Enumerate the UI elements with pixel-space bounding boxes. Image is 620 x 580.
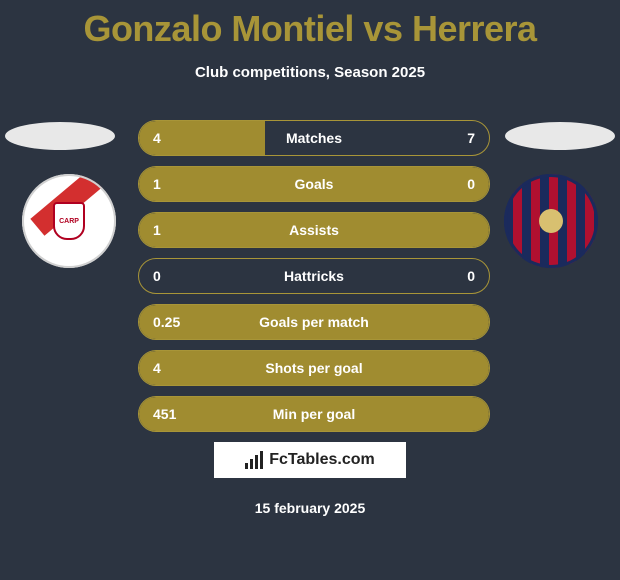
stat-row: 1Goals0	[138, 166, 490, 202]
stat-label: Goals	[139, 176, 489, 192]
bars-icon	[245, 451, 263, 469]
stat-label: Hattricks	[139, 268, 489, 284]
comparison-title: Gonzalo Montiel vs Herrera	[0, 0, 620, 50]
player-left-shadow	[5, 122, 115, 150]
stat-right-value: 0	[467, 268, 475, 284]
club-crest-left: CARP	[22, 174, 116, 268]
stat-label: Shots per goal	[139, 360, 489, 376]
stat-row: 1Assists	[138, 212, 490, 248]
player-right-shadow	[505, 122, 615, 150]
stat-row: 4Shots per goal	[138, 350, 490, 386]
club-badge-left: CARP	[53, 202, 85, 240]
stat-label: Assists	[139, 222, 489, 238]
snapshot-date: 15 february 2025	[0, 500, 620, 516]
brand-text: FcTables.com	[269, 451, 375, 469]
stat-right-value: 0	[467, 176, 475, 192]
stat-right-value: 7	[467, 130, 475, 146]
stats-table: 4Matches71Goals01Assists0Hattricks00.25G…	[138, 120, 490, 442]
stat-row: 0.25Goals per match	[138, 304, 490, 340]
stat-row: 0Hattricks0	[138, 258, 490, 294]
stat-label: Goals per match	[139, 314, 489, 330]
stat-label: Matches	[139, 130, 489, 146]
branding-badge: FcTables.com	[214, 442, 406, 478]
club-crest-right	[504, 174, 598, 268]
stat-row: 4Matches7	[138, 120, 490, 156]
comparison-subtitle: Club competitions, Season 2025	[0, 64, 620, 81]
stat-row: 451Min per goal	[138, 396, 490, 432]
stat-label: Min per goal	[139, 406, 489, 422]
